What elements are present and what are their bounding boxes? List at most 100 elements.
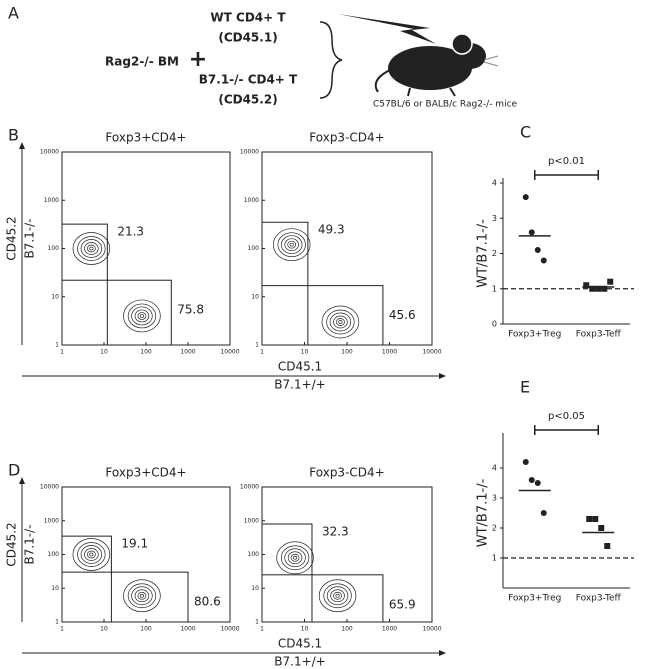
contour-ring	[131, 306, 153, 326]
contour-ring	[280, 545, 310, 571]
gate	[110, 571, 189, 623]
contour-ring	[137, 312, 147, 320]
gate	[307, 285, 384, 346]
contour-ring	[326, 309, 355, 335]
y-tick-label: 4	[492, 179, 497, 188]
arrow-head	[19, 142, 25, 149]
contour-ring	[276, 541, 314, 575]
gate-percent: 32.3	[322, 525, 349, 539]
x-tick-label: 10000	[422, 349, 441, 356]
contour	[321, 305, 360, 339]
contour-ring	[86, 244, 96, 253]
gate	[261, 221, 309, 287]
contour-ring	[281, 235, 303, 255]
y-tick-label: 100	[248, 245, 260, 252]
x-tick-label: 1	[60, 349, 64, 356]
contour-ring	[84, 242, 99, 255]
gate-percent: 21.3	[117, 225, 144, 239]
y-tick-label: 10	[251, 293, 259, 300]
x-tick-label: 1000	[382, 626, 397, 633]
y-tick-label: 10000	[240, 149, 259, 156]
y-tick-label: 1000	[244, 517, 259, 524]
y-tick-label: 1	[55, 342, 59, 349]
panel-letter: E	[520, 378, 530, 397]
data-point	[604, 543, 611, 549]
y-tick-label: 10	[51, 293, 59, 300]
contour-ring	[329, 312, 352, 332]
contour	[72, 538, 111, 571]
plot-title: Foxp3+CD4+	[105, 131, 186, 145]
y-tick-label: 1	[255, 342, 259, 349]
plot-title: Foxp3+CD4+	[105, 466, 186, 480]
contour-ring	[289, 242, 294, 247]
contour-ring	[134, 589, 150, 603]
contour-ring	[284, 238, 299, 252]
panel-letter: D	[8, 461, 20, 480]
recipient-label: C57BL/6 or BALB/c Rag2-/- mice	[373, 100, 518, 110]
data-point	[534, 480, 541, 486]
x-axis-label: CD45.1	[278, 360, 322, 374]
contour-ring	[272, 228, 311, 262]
y-tick-label: 10000	[240, 484, 259, 491]
x-tick-label: 10000	[220, 626, 239, 633]
contour-ring	[77, 542, 106, 567]
contour-ring	[134, 309, 150, 323]
gate-percent: 45.6	[389, 308, 416, 322]
brace	[319, 21, 343, 99]
x-tick-label: 1000	[382, 349, 397, 356]
y-axis-label: B7.1-/-	[23, 524, 37, 564]
contour-ring	[323, 583, 352, 609]
y-tick-label: 4	[492, 464, 497, 473]
gate-percent: 65.9	[389, 597, 416, 611]
y-tick-label: 0	[492, 320, 497, 329]
contour-ring	[287, 551, 303, 565]
y-tick-label: 10000	[40, 149, 59, 156]
y-tick-label: 100	[48, 245, 60, 252]
y-tick-label: 2	[492, 524, 497, 533]
contour-ring	[290, 553, 300, 562]
contour-ring	[139, 593, 145, 598]
x-tick-label: 10	[301, 626, 309, 633]
y-axis-label: WT/B7.1-/-	[476, 219, 491, 288]
gate-percent: 75.8	[177, 303, 204, 317]
x-tick-label: 10	[100, 349, 108, 356]
y-tick-label: 10	[251, 585, 259, 592]
bm-label: Rag2-/- BM	[105, 55, 179, 69]
y-tick-label: 1000	[44, 517, 59, 524]
panel-letter: C	[520, 123, 531, 142]
x-tick-label: Foxp3+Treg	[508, 330, 561, 340]
contour-ring	[292, 555, 298, 560]
gate	[261, 523, 313, 576]
contour-ring	[277, 232, 306, 258]
contour-ring	[89, 552, 94, 557]
gate	[106, 279, 172, 346]
data-point	[540, 257, 547, 264]
cell-label: (CD45.2)	[218, 93, 277, 107]
data-point	[601, 285, 608, 292]
y-tick-label: 2	[492, 249, 497, 258]
data-point	[607, 278, 614, 285]
y-tick-label: 1	[492, 284, 497, 293]
contour-ring	[123, 579, 161, 613]
data-point	[534, 246, 541, 253]
contour-ring	[127, 303, 157, 329]
gate	[61, 535, 112, 573]
y-tick-label: 100	[48, 551, 60, 558]
contour-ring	[318, 579, 357, 613]
y-axis-label: CD45.2	[5, 522, 19, 566]
data-point	[583, 282, 590, 289]
data-point	[598, 525, 605, 531]
y-tick-label: 1	[55, 619, 59, 626]
contour-ring	[287, 240, 297, 249]
data-point	[586, 516, 593, 522]
contour-ring	[137, 591, 147, 600]
contour	[123, 299, 161, 333]
y-tick-label: 3	[492, 494, 497, 503]
gate	[311, 574, 384, 623]
y-tick-label: 1	[492, 554, 497, 563]
y-tick-label: 1000	[244, 197, 259, 204]
contour	[123, 579, 161, 613]
gate-percent: 80.6	[194, 595, 221, 609]
x-tick-label: Foxp3-Teff	[576, 594, 622, 604]
x-tick-label: 100	[140, 349, 152, 356]
